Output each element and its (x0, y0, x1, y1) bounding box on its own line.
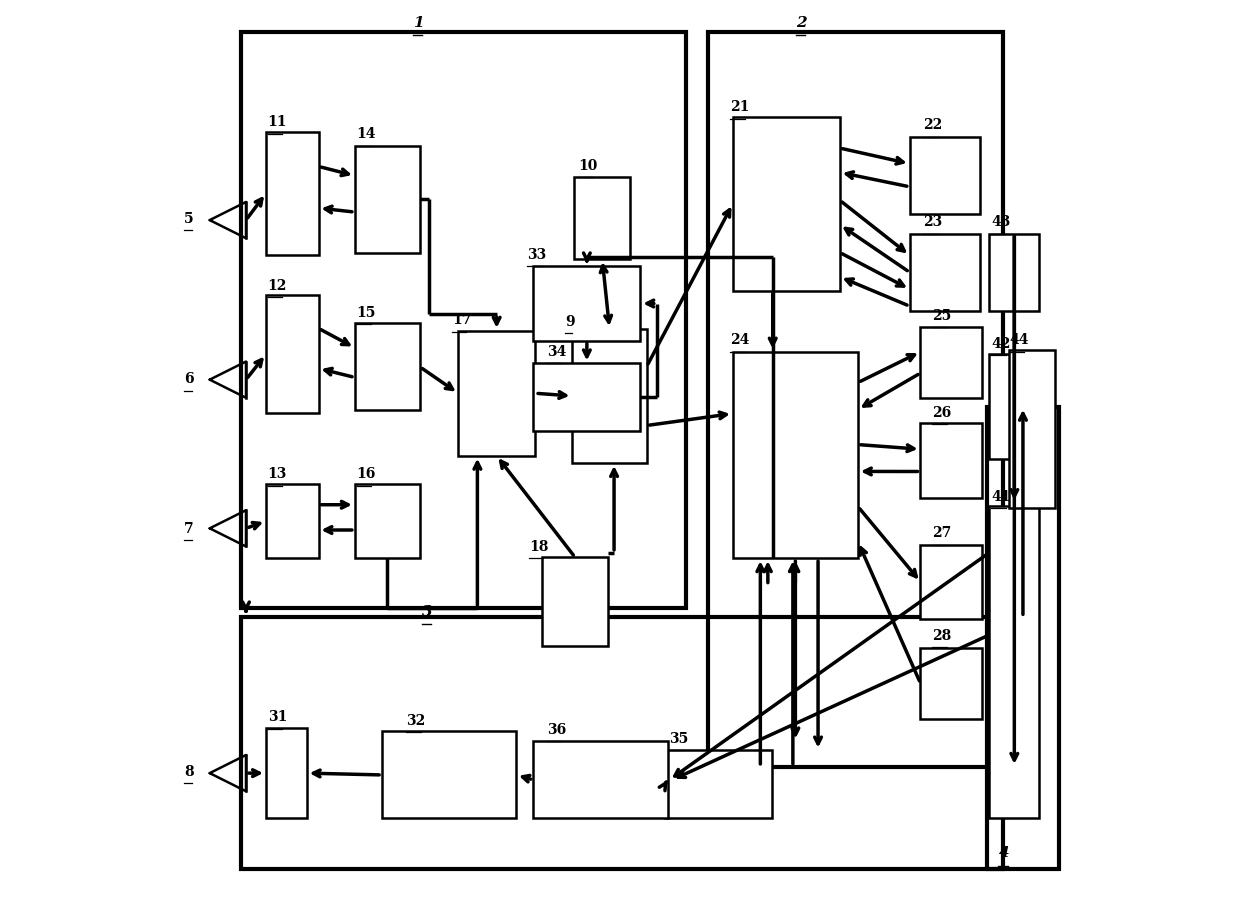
Text: 21: 21 (730, 100, 750, 114)
Text: 26: 26 (932, 406, 952, 419)
Text: 15: 15 (357, 306, 375, 320)
Text: 14: 14 (357, 127, 377, 142)
Text: 35: 35 (669, 732, 689, 746)
Text: 36: 36 (546, 723, 566, 737)
Text: 33: 33 (527, 248, 546, 262)
Text: 2: 2 (797, 15, 807, 30)
Text: 4: 4 (999, 846, 1009, 860)
Text: 22: 22 (923, 118, 943, 133)
Text: 9: 9 (565, 315, 575, 329)
Bar (533, 266, 641, 340)
Bar (354, 146, 420, 252)
Text: 32: 32 (406, 714, 426, 728)
Text: 43: 43 (991, 215, 1011, 229)
Text: 16: 16 (357, 468, 375, 481)
Bar (1010, 350, 1054, 508)
Bar (990, 506, 1040, 818)
Text: 17: 17 (452, 313, 471, 327)
Bar (572, 329, 647, 463)
Bar (266, 295, 318, 413)
Text: 34: 34 (546, 345, 566, 359)
Text: 42: 42 (991, 337, 1011, 350)
Text: 8: 8 (185, 765, 195, 778)
Bar (266, 133, 318, 254)
Bar (354, 484, 420, 558)
Text: 6: 6 (185, 372, 195, 386)
Bar (665, 750, 772, 818)
Text: 10: 10 (579, 159, 598, 173)
Bar (266, 728, 307, 818)
Bar (543, 558, 607, 646)
Text: 1: 1 (413, 15, 424, 30)
Bar (354, 323, 420, 410)
Bar (990, 354, 1040, 459)
Text: 5: 5 (185, 212, 195, 225)
Bar (921, 545, 983, 619)
Text: 12: 12 (268, 279, 287, 292)
Bar (533, 742, 668, 818)
Bar (382, 732, 517, 818)
Text: 41: 41 (991, 489, 1011, 504)
Bar (909, 233, 980, 311)
Bar (533, 363, 641, 431)
Text: 24: 24 (730, 333, 750, 347)
Bar (242, 617, 1004, 869)
Bar (990, 233, 1040, 311)
Text: 44: 44 (1010, 333, 1028, 347)
Text: 18: 18 (529, 539, 548, 554)
Text: 31: 31 (268, 710, 287, 725)
Text: 27: 27 (932, 526, 952, 540)
Text: 13: 13 (268, 468, 287, 481)
Text: 7: 7 (185, 521, 195, 536)
Text: 23: 23 (923, 215, 943, 229)
Bar (921, 648, 983, 719)
Text: 11: 11 (268, 115, 287, 130)
Bar (458, 331, 535, 456)
Bar (266, 484, 318, 558)
Text: 25: 25 (932, 309, 952, 322)
Bar (709, 33, 1004, 766)
Bar (732, 117, 840, 291)
Bar (574, 177, 631, 259)
Bar (909, 137, 980, 213)
Bar (921, 327, 983, 398)
Bar (921, 423, 983, 498)
Bar (986, 407, 1059, 869)
Bar (242, 33, 685, 608)
Text: 3: 3 (421, 605, 432, 619)
Bar (732, 351, 857, 558)
Text: 28: 28 (932, 628, 952, 643)
